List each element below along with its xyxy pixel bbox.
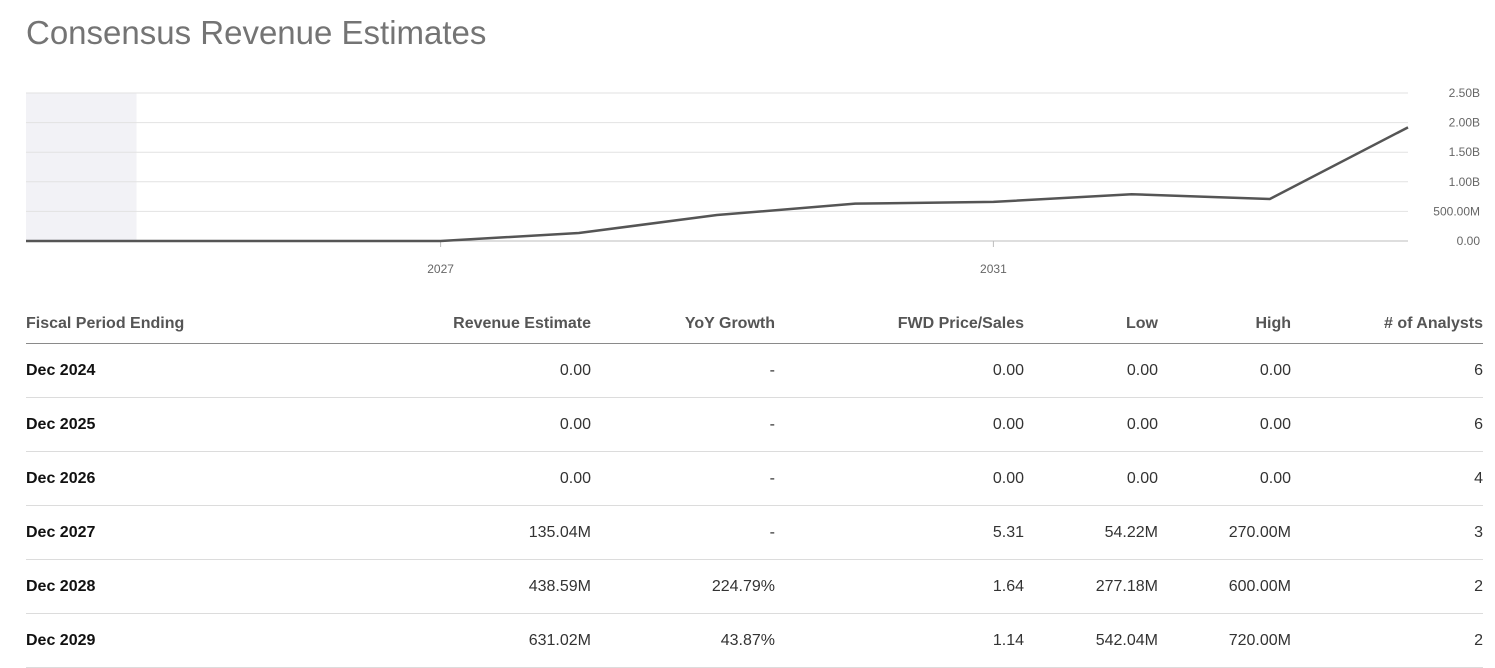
- cell-fwd-price-sales: 0.00: [775, 343, 1024, 398]
- cell-num-analysts: 2: [1291, 559, 1483, 614]
- gridlines: [26, 92, 1408, 242]
- estimates-table: Fiscal Period Ending Revenue Estimate Yo…: [26, 304, 1483, 668]
- table-row: Dec 2028 438.59M 224.79% 1.64 277.18M 60…: [26, 559, 1483, 614]
- series-line: [26, 126, 1409, 243]
- y-tick-label: 500.00M: [1433, 204, 1480, 218]
- cell-low: 0.00: [1024, 451, 1158, 506]
- cell-num-analysts: 3: [1291, 505, 1483, 560]
- column-header-num-analysts[interactable]: # of Analysts: [1291, 304, 1483, 344]
- revenue-line-chart: 2027 2031 0.00 500.00M 1.00B 1.50B 2.00B 2.50B: [26, 86, 1480, 276]
- cell-yoy-growth: -: [591, 343, 775, 398]
- y-tick-label: 1.50B: [1449, 145, 1480, 159]
- cell-high: 720.00M: [1158, 613, 1291, 668]
- y-tick-label: 0.00: [1457, 234, 1481, 248]
- cell-high: 0.00: [1158, 397, 1291, 452]
- cell-low: 277.18M: [1024, 559, 1158, 614]
- cell-num-analysts: 6: [1291, 397, 1483, 452]
- y-tick-label: 2.50B: [1449, 86, 1480, 100]
- cell-fwd-price-sales: 0.00: [775, 397, 1024, 452]
- cell-high: 0.00: [1158, 451, 1291, 506]
- cell-fiscal-period: Dec 2028: [26, 559, 236, 614]
- x-axis: 2027 2031: [427, 241, 1007, 276]
- cell-high: 600.00M: [1158, 559, 1291, 614]
- column-header-fwd-price-sales[interactable]: FWD Price/Sales: [775, 304, 1024, 344]
- table-row: Dec 2025 0.00 - 0.00 0.00 0.00 6: [26, 397, 1483, 452]
- y-tick-label: 1.00B: [1449, 175, 1480, 189]
- cell-yoy-growth: 43.87%: [591, 613, 775, 668]
- cell-revenue-estimate: 0.00: [236, 451, 591, 506]
- cell-revenue-estimate: 0.00: [236, 397, 591, 452]
- cell-fwd-price-sales: 1.14: [775, 613, 1024, 668]
- table-row: Dec 2024 0.00 - 0.00 0.00 0.00 6: [26, 343, 1483, 398]
- cell-fiscal-period: Dec 2027: [26, 505, 236, 560]
- cell-fwd-price-sales: 1.64: [775, 559, 1024, 614]
- cell-yoy-growth: -: [591, 397, 775, 452]
- column-header-yoy-growth[interactable]: YoY Growth: [591, 304, 775, 344]
- cell-high: 0.00: [1158, 343, 1291, 398]
- y-tick-label: 2.00B: [1449, 116, 1480, 130]
- cell-fiscal-period: Dec 2029: [26, 613, 236, 668]
- column-header-high[interactable]: High: [1158, 304, 1291, 344]
- x-tick-label: 2027: [427, 262, 454, 276]
- cell-yoy-growth: -: [591, 451, 775, 506]
- y-axis-tick-labels: 0.00 500.00M 1.00B 1.50B 2.00B 2.50B: [1433, 86, 1480, 248]
- cell-num-analysts: 2: [1291, 613, 1483, 668]
- column-header-revenue-estimate[interactable]: Revenue Estimate: [236, 304, 591, 344]
- x-tick-label: 2031: [980, 262, 1007, 276]
- cell-num-analysts: 4: [1291, 451, 1483, 506]
- cell-num-analysts: 6: [1291, 343, 1483, 398]
- cell-yoy-growth: 224.79%: [591, 559, 775, 614]
- cell-low: 0.00: [1024, 343, 1158, 398]
- cell-low: 54.22M: [1024, 505, 1158, 560]
- cell-fiscal-period: Dec 2025: [26, 397, 236, 452]
- column-header-fiscal-period[interactable]: Fiscal Period Ending: [26, 304, 236, 344]
- historical-shaded-region: [26, 93, 137, 241]
- cell-fwd-price-sales: 0.00: [775, 451, 1024, 506]
- series-group: [26, 126, 1409, 243]
- cell-fiscal-period: Dec 2024: [26, 343, 236, 398]
- column-header-low[interactable]: Low: [1024, 304, 1158, 344]
- table-header-row: Fiscal Period Ending Revenue Estimate Yo…: [26, 304, 1483, 344]
- table-row: Dec 2027 135.04M - 5.31 54.22M 270.00M 3: [26, 505, 1483, 560]
- cell-fwd-price-sales: 5.31: [775, 505, 1024, 560]
- cell-revenue-estimate: 0.00: [236, 343, 591, 398]
- table-row: Dec 2029 631.02M 43.87% 1.14 542.04M 720…: [26, 613, 1483, 668]
- cell-revenue-estimate: 631.02M: [236, 613, 591, 668]
- chart-title: Consensus Revenue Estimates: [26, 14, 487, 51]
- table-row: Dec 2026 0.00 - 0.00 0.00 0.00 4: [26, 451, 1483, 506]
- cell-low: 0.00: [1024, 397, 1158, 452]
- cell-low: 542.04M: [1024, 613, 1158, 668]
- cell-revenue-estimate: 135.04M: [236, 505, 591, 560]
- cell-high: 270.00M: [1158, 505, 1291, 560]
- cell-revenue-estimate: 438.59M: [236, 559, 591, 614]
- cell-yoy-growth: -: [591, 505, 775, 560]
- cell-fiscal-period: Dec 2026: [26, 451, 236, 506]
